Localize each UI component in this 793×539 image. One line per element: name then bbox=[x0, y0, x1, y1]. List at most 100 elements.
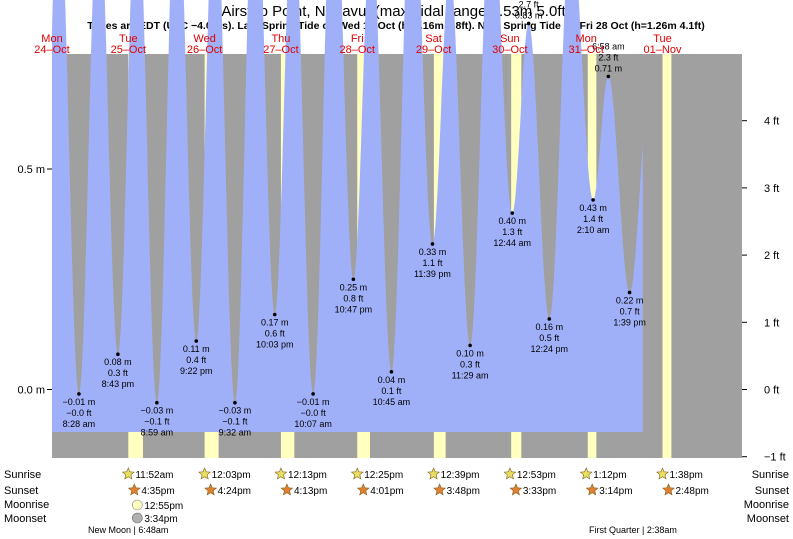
tide-label-ft: 0.8 ft bbox=[343, 293, 364, 303]
tide-label-ft: −0.0 ft bbox=[300, 408, 326, 418]
tide-label-time: 12:24 pm bbox=[531, 344, 569, 354]
day-weekday: Tue bbox=[653, 33, 672, 45]
row-label-moonrise-left: Moonrise bbox=[4, 499, 49, 511]
day-weekday: Tue bbox=[119, 33, 138, 45]
sunrise-icon bbox=[198, 467, 212, 480]
sunset-time: 4:35pm bbox=[141, 486, 174, 497]
tide-label-5: −0.03 m−0.1 ft8:59 am bbox=[140, 406, 173, 438]
tide-label-hm: −0.01 m bbox=[63, 397, 96, 407]
tide-label-time: 2:10 am bbox=[577, 225, 610, 235]
sunset-time: 4:24pm bbox=[218, 486, 251, 497]
tide-label-9: −0.03 m−0.1 ft9:32 am bbox=[219, 406, 252, 438]
y-tick-label-ft: −1 ft bbox=[764, 452, 786, 464]
tide-label-ft: 0.4 ft bbox=[186, 355, 207, 365]
y-tick-label-m: 0.5 m bbox=[17, 164, 45, 176]
sunset-icon bbox=[662, 483, 675, 496]
tide-point-19 bbox=[430, 242, 435, 246]
y-tick-label-ft: 0 ft bbox=[764, 385, 779, 397]
sunset-time: 4:13pm bbox=[294, 486, 327, 497]
tide-label-27: 0.43 m1.4 ft2:10 am bbox=[577, 203, 610, 235]
day-weekday: Mon bbox=[575, 33, 596, 45]
row-label-sunset-right: Sunset bbox=[755, 485, 789, 497]
tide-point-13 bbox=[311, 392, 315, 396]
day-date: 25–Oct bbox=[111, 44, 146, 56]
tide-point-27 bbox=[591, 198, 595, 202]
tide-label-time: 12:44 am bbox=[493, 238, 531, 248]
tide-label-ft: −0.1 ft bbox=[222, 417, 248, 427]
y-tick-label-ft: 3 ft bbox=[764, 183, 779, 195]
sunset-time: 3:33pm bbox=[523, 486, 556, 497]
tide-label-1: −0.01 m−0.0 ft8:28 am bbox=[63, 397, 96, 429]
tide-label-ft: 0.3 ft bbox=[108, 368, 129, 378]
sunset-time: 2:48pm bbox=[676, 486, 709, 497]
tide-label-ft: 0.7 ft bbox=[620, 306, 641, 316]
tide-label-time: 10:47 pm bbox=[335, 304, 373, 314]
day-weekday: Sun bbox=[500, 33, 520, 45]
tide-label-time: 9:22 pm bbox=[180, 366, 213, 376]
tide-point-9 bbox=[233, 400, 237, 405]
sunrise-icon bbox=[503, 467, 517, 480]
tide-label-hm: −0.03 m bbox=[219, 406, 252, 416]
tide-label-time: 1:39 pm bbox=[613, 317, 646, 327]
plot-area: 2:12 am3.7 ft1.13 m−0.01 m−0.0 ft8:28 am… bbox=[52, 0, 742, 458]
tide-label-time: 9:32 am bbox=[219, 428, 252, 438]
tide-label-24: 5:54 am2.7 ft0.83 m bbox=[515, 0, 543, 20]
day-labels: Mon24–OctTue25–OctWed26–OctThu27–OctFri2… bbox=[34, 33, 682, 56]
sunrise-icon bbox=[579, 467, 593, 480]
row-label-moonset-right: Moonset bbox=[747, 513, 789, 525]
tide-label-hm: 0.40 m bbox=[498, 216, 526, 226]
tide-point-25 bbox=[547, 317, 552, 321]
tide-label-hm: 0.22 m bbox=[616, 295, 644, 305]
row-label-sunrise-left: Sunrise bbox=[4, 469, 41, 481]
tide-label-ft: 0.5 ft bbox=[539, 333, 560, 343]
moonrise-icon bbox=[132, 499, 143, 511]
day-date: 24–Oct bbox=[34, 44, 69, 56]
tide-point-1 bbox=[77, 392, 81, 396]
y-tick-label-m: 0.0 m bbox=[17, 385, 45, 397]
tide-label-time: 6:58 am bbox=[592, 41, 625, 51]
sunset-icon bbox=[433, 483, 447, 496]
tide-label-ft: 1.1 ft bbox=[422, 258, 443, 268]
tide-point-17 bbox=[389, 370, 394, 374]
tide-label-ft: 2.7 ft bbox=[519, 0, 540, 9]
sunrise-time: 11:52am bbox=[135, 470, 173, 481]
tide-label-time: 8:28 am bbox=[63, 419, 96, 429]
sunset-time: 3:48pm bbox=[447, 486, 480, 497]
tide-label-time: 10:03 pm bbox=[256, 340, 294, 350]
day-date: 30–Oct bbox=[492, 44, 527, 56]
tide-point-28 bbox=[606, 74, 611, 79]
day-weekday: Mon bbox=[41, 33, 62, 45]
day-weekday: Thu bbox=[271, 33, 290, 45]
sunrise-time: 12:13pm bbox=[288, 470, 327, 481]
row-label-moonset-left: Moonset bbox=[4, 513, 46, 525]
sunrise-time: 12:53pm bbox=[517, 470, 556, 481]
tide-label-time: 11:29 am bbox=[452, 370, 489, 380]
sunset-time: 3:14pm bbox=[599, 486, 632, 497]
sunrise-icon bbox=[274, 467, 288, 480]
tide-label-ft: 1.3 ft bbox=[502, 227, 523, 237]
day-date: 26–Oct bbox=[187, 44, 222, 56]
row-label-moonrise-right: Moonrise bbox=[744, 499, 789, 511]
tide-label-time: 10:45 am bbox=[373, 397, 411, 407]
sunrise-time: 12:39pm bbox=[441, 470, 480, 481]
sunrise-time: 1:38pm bbox=[670, 470, 703, 481]
chart-title: Airstrip Point, Nunavut (max. tidal rang… bbox=[221, 3, 570, 20]
moonrise-time: 12:55pm bbox=[144, 501, 183, 512]
tide-label-hm: 0.11 m bbox=[183, 344, 210, 354]
tide-label-hm: 0.08 m bbox=[104, 357, 132, 367]
tide-label-hm: 0.25 m bbox=[340, 282, 368, 292]
tide-label-3: 0.08 m0.3 ft8:43 pm bbox=[102, 357, 135, 389]
y-tick-label-ft: 1 ft bbox=[764, 317, 779, 329]
tide-label-time: 11:39 pm bbox=[414, 269, 451, 279]
y-tick-label-ft: 2 ft bbox=[764, 250, 779, 262]
moonset-time: 3:34pm bbox=[144, 514, 177, 525]
tide-label-ft: 2.3 ft bbox=[598, 52, 619, 62]
tide-label-hm: 0.33 m bbox=[419, 247, 447, 257]
moon-phase-label: New Moon | 6:48am bbox=[88, 525, 168, 535]
y-tick-label-ft: 4 ft bbox=[764, 116, 779, 128]
tide-label-hm: 0.17 m bbox=[261, 318, 289, 328]
